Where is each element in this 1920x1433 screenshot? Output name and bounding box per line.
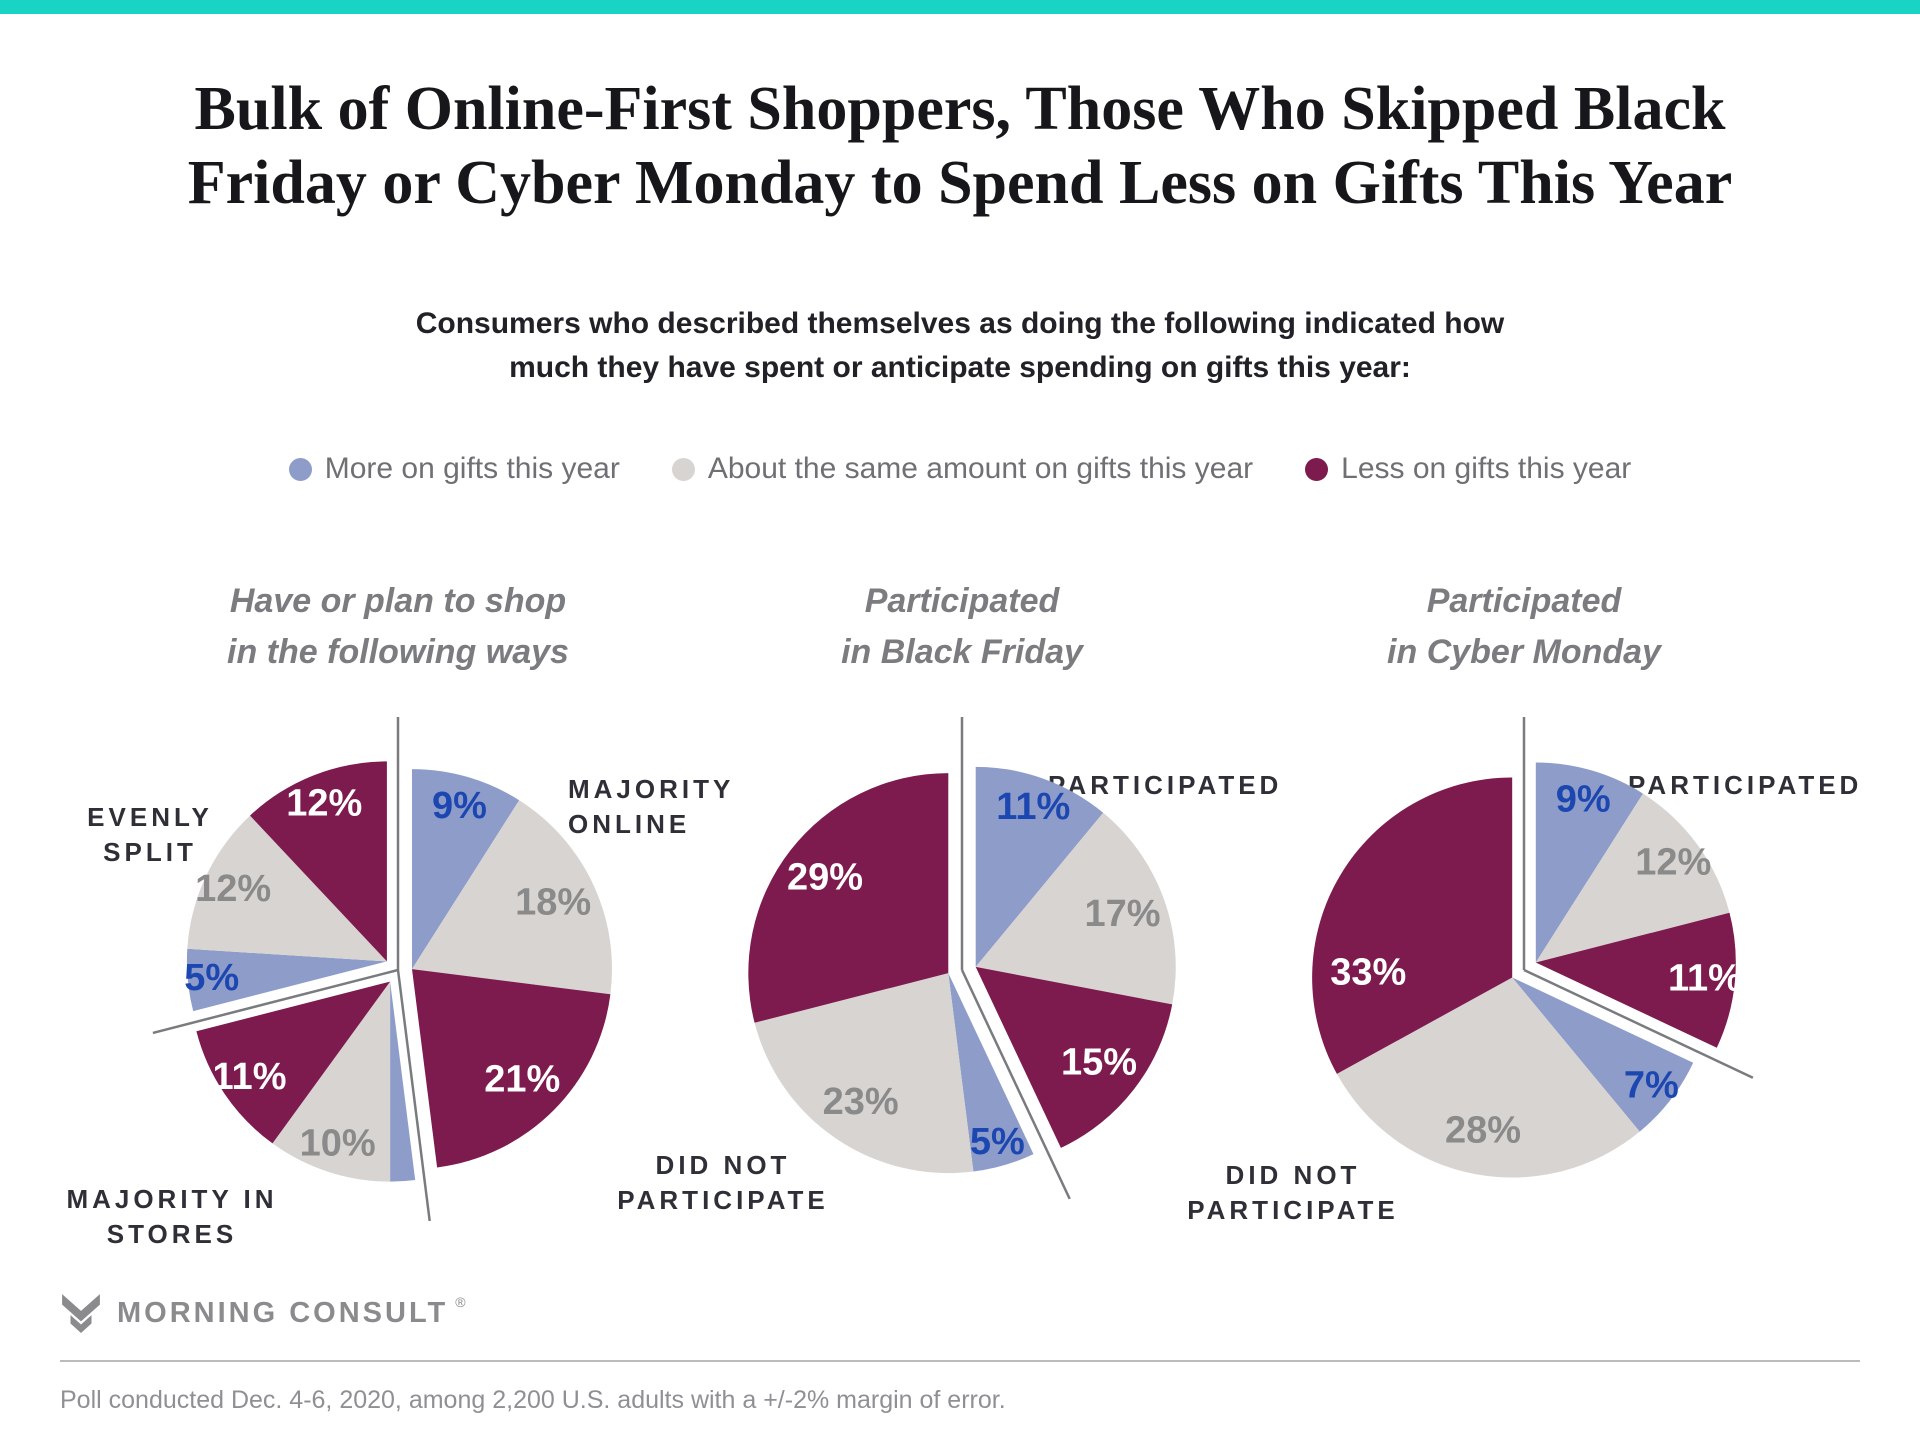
pie-slice-less-21pct xyxy=(412,969,611,1168)
pie-slice-same-10pct xyxy=(272,981,391,1182)
pie-group-evenly-split: 5% 12% 12% xyxy=(184,761,387,1012)
pie3-title: Participated in Cyber Monday xyxy=(1387,582,1661,671)
morning-consult-m-icon xyxy=(62,1294,100,1333)
registered-mark: ® xyxy=(455,1294,466,1310)
pie-slice-more-5pct xyxy=(948,973,1034,1172)
group-separator-line xyxy=(396,969,431,1222)
pie2-group-label-did-not-participate: DID NOT PARTICIPATE xyxy=(617,1150,829,1216)
pie-slice-more-9pct xyxy=(412,769,520,970)
pie1-group-label-majority-in-stores: MAJORITY IN STORES xyxy=(66,1184,278,1250)
slice-value-label: 28% xyxy=(1445,1110,1521,1152)
pie-slice-less-11pct xyxy=(196,981,391,1144)
pie-slice-same-23pct xyxy=(754,973,974,1174)
legend: More on gifts this year About the same am… xyxy=(0,452,1920,486)
pie1-group-label-evenly-split: EVENLY SPLIT xyxy=(87,802,213,868)
top-accent-bar xyxy=(0,0,1920,14)
poll-methodology-note: Poll conducted Dec. 4-6, 2020, among 2,2… xyxy=(60,1386,1006,1414)
pie2-title: Participated in Black Friday xyxy=(841,582,1083,671)
legend-dot-same-icon xyxy=(671,457,695,481)
group-separator-line xyxy=(152,968,399,1035)
slice-value-label: 15% xyxy=(1061,1042,1137,1084)
pie-group-did-not-participate: 7% 28% 33% xyxy=(1312,777,1694,1178)
pie1-title: Have or plan to shop in the following way… xyxy=(227,582,569,671)
pie-slice-more-7pct xyxy=(1512,977,1694,1132)
page-subtitle: Consumers who described themselves as do… xyxy=(415,307,1505,384)
slice-value-label: 12% xyxy=(286,782,362,824)
morning-consult-logo: MORNING CONSULT ® xyxy=(60,1292,466,1334)
legend-item-more: More on gifts this year xyxy=(288,452,620,486)
pie-group-participated: 9% 12% 11% xyxy=(1535,762,1742,1048)
slice-value-label: 21% xyxy=(484,1058,560,1100)
slice-value-label: 12% xyxy=(195,868,271,910)
pie-chart-3: 9% 12% 11% 7% 28% 33% xyxy=(1312,717,1754,1178)
pie1-group-label-majority-online: MAJORITY ONLINE xyxy=(568,774,734,840)
pie-slice-same-18pct xyxy=(412,800,612,995)
legend-label-same: About the same amount on gifts this year xyxy=(707,452,1254,485)
group-separator-line xyxy=(960,969,1071,1200)
page-title: Bulk of Online-First Shoppers, Those Who… xyxy=(187,75,1733,218)
group-separator-line xyxy=(1523,968,1754,1079)
pie2-group-label-participated: PARTICIPATED xyxy=(1048,770,1283,800)
slice-value-label: 33% xyxy=(1330,952,1406,994)
footer-divider xyxy=(60,1360,1860,1362)
slice-value-label: 18% xyxy=(515,882,591,924)
legend-dot-more-icon xyxy=(288,457,312,481)
slice-value-label: 7% xyxy=(1624,1064,1679,1106)
slice-value-label: 23% xyxy=(823,1081,899,1123)
pie3-group-label-did-not-participate: DID NOT PARTICIPATE xyxy=(1187,1160,1399,1226)
pie-slice-same-28pct xyxy=(1336,977,1640,1178)
legend-label-less: Less on gifts this year xyxy=(1341,452,1632,485)
pie-slice-more-9pct xyxy=(1535,762,1643,963)
legend-item-less: Less on gifts this year xyxy=(1305,452,1631,486)
pie-slice-same-17pct xyxy=(975,812,1176,1005)
slice-value-label: 5% xyxy=(184,957,239,999)
slice-value-label: 17% xyxy=(1084,893,1160,935)
pie-slice-same-12pct xyxy=(187,815,387,962)
slice-value-label: 10% xyxy=(300,1122,376,1164)
pie-slice-same-12pct xyxy=(1535,793,1730,963)
pie-slice-more-11pct xyxy=(975,766,1104,967)
slice-value-label: 5% xyxy=(970,1121,1025,1163)
pie-slice-more-5pct xyxy=(186,948,387,1012)
slice-value-label: 11% xyxy=(996,786,1070,828)
pie-group-did-not-participate: 5% 23% 29% xyxy=(748,773,1034,1174)
pie-slice-less-12pct xyxy=(250,761,387,962)
pie-slice-less-29pct xyxy=(748,773,949,1023)
pie-group-majority-online: 9% 18% 21% xyxy=(412,769,612,1168)
legend-label-more: More on gifts this year xyxy=(324,452,620,485)
slice-value-label: 12% xyxy=(1635,842,1711,884)
pie-slice-less-15pct xyxy=(975,966,1173,1148)
slice-value-label: 29% xyxy=(787,857,863,899)
legend-item-same: About the same amount on gifts this year xyxy=(671,452,1254,486)
slice-value-label: 9% xyxy=(1556,778,1611,820)
pie-group-participated: 11% 17% 15% xyxy=(975,766,1176,1148)
pie-slice-more-2pct xyxy=(390,981,416,1182)
pie-chart-1: 9% 18% 21% 10% 11% 5% 12% 12% xyxy=(152,717,612,1222)
pie-slice-less-33pct xyxy=(1312,777,1513,1074)
pie-slice-less-11pct xyxy=(1535,912,1736,1048)
pie-chart-2: 11% 17% 15% 5% 23% 29% xyxy=(748,717,1176,1200)
brand-name: MORNING CONSULT xyxy=(117,1296,449,1329)
slice-value-label: 9% xyxy=(432,785,487,827)
legend-dot-less-icon xyxy=(1305,457,1329,481)
slice-value-label: 11% xyxy=(1668,958,1742,1000)
slice-value-label: 11% xyxy=(213,1056,287,1098)
pie-group-majority-in-stores: 10% 11% xyxy=(196,981,416,1182)
pie3-group-label-participated: PARTICIPATED xyxy=(1628,770,1863,800)
